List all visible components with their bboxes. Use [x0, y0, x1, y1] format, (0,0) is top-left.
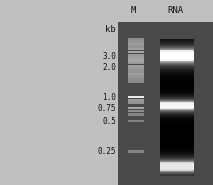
- Text: 3.0: 3.0: [102, 52, 116, 61]
- Bar: [128, 43, 144, 45]
- Bar: [128, 96, 144, 98]
- Text: kb: kb: [105, 25, 116, 34]
- Bar: [128, 113, 144, 116]
- Bar: [128, 78, 144, 81]
- Bar: [128, 75, 144, 78]
- Bar: [118, 22, 213, 185]
- Bar: [128, 65, 144, 68]
- Bar: [128, 68, 144, 70]
- Bar: [128, 120, 144, 122]
- Text: RNA: RNA: [168, 6, 184, 15]
- Bar: [128, 48, 144, 50]
- Bar: [128, 150, 144, 153]
- Bar: [128, 45, 144, 48]
- Bar: [128, 107, 144, 109]
- Bar: [128, 38, 144, 40]
- Bar: [128, 62, 144, 64]
- Bar: [128, 110, 144, 112]
- Bar: [128, 40, 144, 43]
- Text: 0.5: 0.5: [102, 117, 116, 126]
- Bar: [128, 59, 144, 62]
- Bar: [128, 81, 144, 83]
- Bar: [128, 51, 144, 53]
- Text: 2.0: 2.0: [102, 63, 116, 72]
- Bar: [160, 50, 193, 61]
- Text: 1.0: 1.0: [102, 93, 116, 102]
- Bar: [160, 102, 193, 109]
- Bar: [128, 73, 144, 75]
- Bar: [128, 56, 144, 59]
- Bar: [128, 70, 144, 73]
- Text: M: M: [130, 6, 136, 15]
- Bar: [128, 101, 144, 104]
- Bar: [160, 162, 193, 171]
- Bar: [128, 99, 144, 101]
- Bar: [128, 54, 144, 57]
- Text: 0.75: 0.75: [98, 104, 116, 113]
- Text: 0.25: 0.25: [98, 147, 116, 156]
